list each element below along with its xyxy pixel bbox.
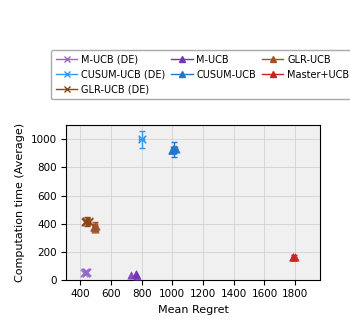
Point bbox=[292, 254, 298, 260]
Point bbox=[91, 224, 97, 229]
Point bbox=[171, 146, 177, 151]
Point bbox=[133, 272, 139, 277]
Point bbox=[81, 270, 86, 275]
Point bbox=[128, 273, 134, 278]
Point bbox=[134, 273, 140, 278]
Point bbox=[84, 270, 89, 275]
Point bbox=[83, 270, 89, 276]
Point bbox=[86, 219, 91, 224]
Point bbox=[91, 225, 97, 230]
Point bbox=[139, 137, 145, 142]
Point bbox=[84, 270, 89, 275]
Point bbox=[84, 270, 90, 275]
X-axis label: Mean Regret: Mean Regret bbox=[158, 305, 229, 315]
Point bbox=[92, 226, 98, 231]
Point bbox=[290, 254, 296, 259]
Point bbox=[93, 223, 99, 228]
Point bbox=[83, 220, 89, 225]
Point bbox=[290, 254, 295, 259]
Point bbox=[170, 146, 176, 151]
Y-axis label: Computation time (Average): Computation time (Average) bbox=[15, 123, 25, 282]
Point bbox=[86, 219, 92, 225]
Point bbox=[133, 272, 139, 277]
Point bbox=[83, 218, 89, 223]
Point bbox=[84, 218, 89, 224]
Point bbox=[92, 224, 97, 230]
Point bbox=[169, 148, 175, 153]
Point bbox=[169, 147, 175, 152]
Point bbox=[173, 147, 178, 152]
Legend: M-UCB (DE), CUSUM-UCB (DE), GLR-UCB (DE), M-UCB, CUSUM-UCB, GLR-UCB, Master+UCB: M-UCB (DE), CUSUM-UCB (DE), GLR-UCB (DE)… bbox=[51, 50, 350, 99]
Point bbox=[82, 269, 88, 274]
Point bbox=[170, 148, 176, 153]
Point bbox=[82, 220, 88, 225]
